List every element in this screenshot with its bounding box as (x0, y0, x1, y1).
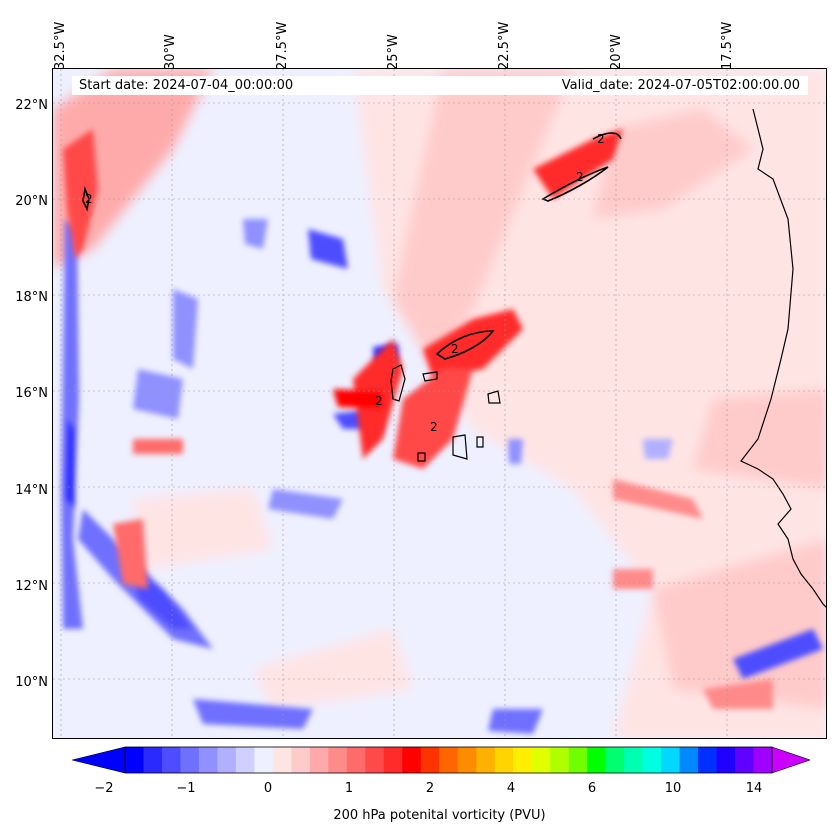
colorbar-cell (180, 747, 200, 773)
valid-date-text: Valid_date: 2024-07-05T02:00:00.00 (561, 78, 800, 93)
colorbar-cell (494, 747, 514, 773)
negative-pv-streaks (61, 219, 823, 734)
colorbar-tick-neg1: −1 (176, 781, 196, 796)
colorbar-cell (365, 747, 385, 773)
colorbar-tick-0: 0 (263, 781, 273, 796)
svg-text:2: 2 (597, 132, 605, 146)
colorbar-cell (642, 747, 662, 773)
svg-text:2: 2 (576, 170, 584, 184)
date-info-bar: Start date: 2024-07-04_00:00:00 Valid_da… (72, 76, 808, 95)
positive-pv-broad-region (53, 69, 826, 738)
colorbar-extend-max (771, 746, 810, 774)
svg-text:2: 2 (430, 420, 438, 434)
colorbar-label: 200 hPa potenital vorticity (PVU) (333, 808, 546, 823)
colorbar-cell (198, 747, 218, 773)
colorbar-cell (291, 747, 311, 773)
positive-pv-streaks (63, 129, 773, 709)
lon-label-32-5w: 32.5°W (53, 21, 68, 70)
colorbar-cell (217, 747, 237, 773)
colorbar-cell (605, 747, 625, 773)
lon-label-25w: 25°W (386, 34, 401, 70)
graticule (53, 69, 826, 738)
colorbar-cell (550, 747, 570, 773)
lon-label-30w: 30°W (163, 34, 178, 70)
svg-text:2: 2 (375, 394, 383, 408)
colorbar-cell (679, 747, 699, 773)
cape-verde-islands (390, 364, 501, 462)
colorbar-tick-1: 1 (344, 781, 354, 796)
colorbar-cell (161, 747, 181, 773)
colorbar-cell (328, 747, 348, 773)
colorbar-cells (125, 747, 773, 773)
colorbar-tick-14: 14 (745, 781, 763, 796)
pv-colorbar (72, 746, 810, 774)
colorbar-cell (254, 747, 274, 773)
colorbar-cell (568, 747, 588, 773)
colorbar-cell (753, 747, 773, 773)
lat-label-18n: 18°N (15, 290, 48, 305)
colorbar-cell (531, 747, 551, 773)
colorbar-cell (716, 747, 736, 773)
start-date-text: Start date: 2024-07-04_00:00:00 (79, 78, 294, 93)
lat-label-14n: 14°N (15, 483, 48, 498)
colorbar-cell (476, 747, 496, 773)
pv-field: 2 2 2 2 2 2 (53, 69, 826, 738)
colorbar-tick-neg2: −2 (94, 781, 114, 796)
colorbar-cell (402, 747, 422, 773)
pv-map-panel: 2 2 2 2 2 2 (52, 68, 827, 739)
lon-label-20w: 20°W (609, 34, 624, 70)
pv-2-contours (82, 132, 622, 360)
lat-label-10n: 10°N (15, 675, 48, 690)
colorbar-cell (587, 747, 607, 773)
lon-label-17-5w: 17.5°W (720, 21, 735, 70)
colorbar-tick-10: 10 (664, 781, 682, 796)
colorbar-tick-2: 2 (425, 781, 435, 796)
colorbar-cell (624, 747, 644, 773)
colorbar-tick-4: 4 (506, 781, 516, 796)
colorbar-cell (698, 747, 718, 773)
lat-label-12n: 12°N (15, 579, 48, 594)
svg-text:2: 2 (451, 342, 459, 356)
colorbar-cell (513, 747, 533, 773)
colorbar-cell (439, 747, 459, 773)
lat-label-20n: 20°N (15, 194, 48, 209)
lon-label-22-5w: 22.5°W (497, 21, 512, 70)
colorbar-cell (735, 747, 755, 773)
lon-label-27-5w: 27.5°W (275, 21, 290, 70)
colorbar-cell (420, 747, 440, 773)
colorbar-cell (383, 747, 403, 773)
colorbar-cell (272, 747, 292, 773)
africa-coastline (740, 108, 826, 608)
colorbar-cell (309, 747, 329, 773)
colorbar-tick-6: 6 (587, 781, 597, 796)
lat-label-16n: 16°N (15, 386, 48, 401)
colorbar-cell (346, 747, 366, 773)
colorbar-cell (143, 747, 163, 773)
colorbar-cell (661, 747, 681, 773)
colorbar-cell (235, 747, 255, 773)
lat-label-22n: 22°N (15, 98, 48, 113)
colorbar-extend-min (72, 746, 126, 774)
colorbar-cell (457, 747, 477, 773)
colorbar-cell (125, 747, 144, 773)
